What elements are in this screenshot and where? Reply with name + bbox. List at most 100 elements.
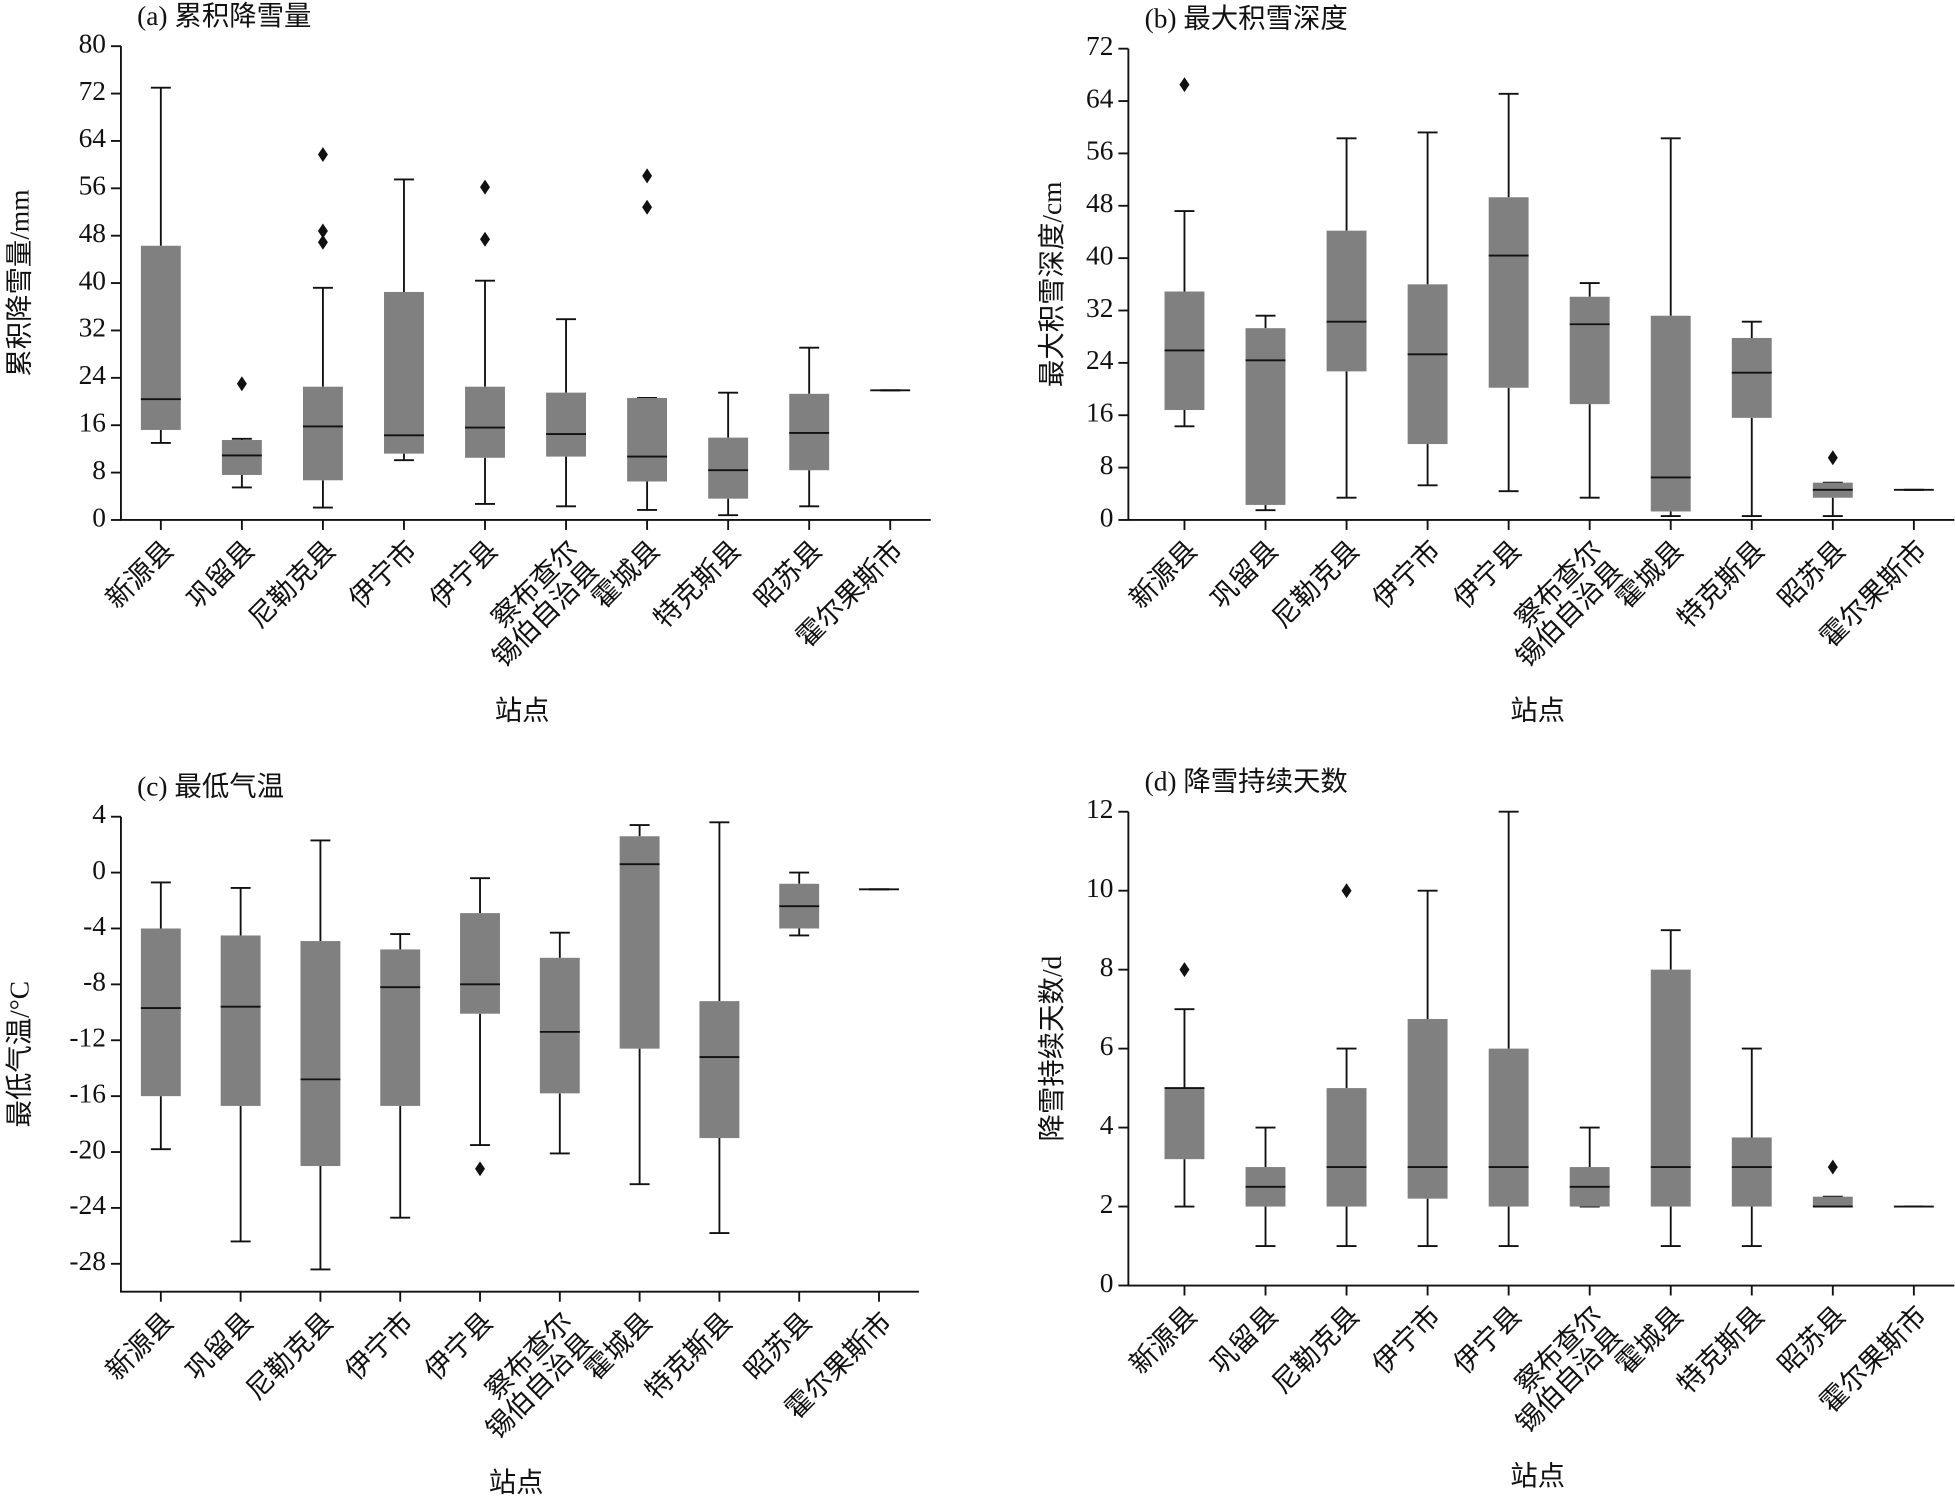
y-tick-label: -24: [69, 1190, 106, 1220]
x-axis-label: 站点: [1510, 1461, 1565, 1491]
y-tick-label: 0: [92, 502, 106, 532]
x-tick-label: 昭苏县: [1772, 1300, 1851, 1379]
box: [460, 913, 500, 1014]
panel: (c) 最低气温 -28 -24 -20 -16 -12 -8 -4 0 4 最低气温/°C 站点 新源…: [5, 772, 919, 1497]
box: [1407, 1019, 1448, 1199]
box: [539, 957, 580, 1094]
box: [1326, 230, 1367, 372]
x-tick-label: 尼勒克县: [1266, 1300, 1365, 1399]
y-tick-label: 64: [1086, 83, 1114, 113]
axes: [1127, 811, 1955, 1287]
y-tick-label: 56: [79, 171, 106, 201]
outlier: [317, 223, 328, 239]
y-tick-label: -20: [69, 1134, 106, 1164]
outlier: [480, 231, 490, 247]
box: [220, 935, 261, 1106]
y-tick-label: 16: [1086, 398, 1113, 428]
y-tick-label: 72: [1086, 31, 1113, 61]
box: [1650, 969, 1691, 1207]
y-tick-label: 8: [1100, 952, 1114, 982]
box: [619, 836, 660, 1049]
outlier: [642, 168, 653, 184]
x-tick-label: 新源县: [100, 1307, 179, 1386]
x-tick-label: 尼勒克县: [1266, 535, 1365, 634]
y-axis-label: 累积降雪量/mm: [5, 189, 35, 376]
x-tick-label: 尼勒克县: [240, 1307, 339, 1406]
y-tick-label: 0: [1100, 1268, 1114, 1298]
panel-title: (b) 最大积雪深度: [1145, 4, 1348, 34]
x-tick-label: 尼勒克县: [243, 535, 342, 634]
y-tick-label: 0: [92, 855, 106, 885]
box: [140, 928, 181, 1097]
y-tick-label: 72: [79, 76, 106, 106]
y-axis-label: 最低气温/°C: [5, 981, 35, 1127]
box: [1488, 1048, 1529, 1207]
box: [465, 386, 505, 458]
y-tick-label: 0: [1100, 502, 1114, 532]
outlier: [317, 147, 328, 163]
outlier: [1827, 450, 1838, 466]
x-tick-label: 巩留县: [1205, 535, 1284, 614]
outlier: [1179, 962, 1190, 978]
box: [1326, 1088, 1367, 1207]
x-tick-label: 特克斯县: [648, 535, 747, 634]
y-tick-label: 48: [79, 218, 106, 248]
panel: (a) 累积降雪量 0 8 16 24 32 40 48 56 64 72 80 累积降雪量/mm 站点 新…: [5, 1, 931, 726]
panel-title: (c) 最低气温: [137, 772, 284, 802]
y-tick-label: 6: [1100, 1031, 1114, 1061]
y-tick-label: -8: [83, 967, 106, 997]
box: [1488, 197, 1529, 388]
outlier: [1341, 883, 1352, 899]
x-tick-label: 巩留县: [1205, 1300, 1284, 1379]
y-tick-label: 40: [79, 265, 106, 295]
x-tick-label: 伊宁县: [1448, 1300, 1527, 1379]
x-axis-label: 站点: [495, 696, 550, 726]
y-tick-label: 32: [79, 313, 106, 343]
x-tick-label: 新源县: [1124, 535, 1203, 614]
x-tick-label: 特克斯县: [1672, 535, 1771, 634]
x-tick-label: 特克斯县: [639, 1307, 738, 1406]
x-tick-label: 新源县: [1124, 1300, 1203, 1379]
box: [1731, 337, 1772, 418]
y-tick-label: 4: [1100, 1110, 1114, 1140]
y-tick-label: 8: [92, 455, 106, 485]
x-tick-label: 昭苏县: [1772, 535, 1851, 614]
y-tick-label: -12: [69, 1023, 106, 1053]
x-tick-label: 伊宁市: [340, 1307, 419, 1386]
x-tick-label: 伊宁市: [1367, 535, 1446, 614]
box: [708, 437, 749, 499]
box: [1164, 1088, 1205, 1160]
box: [384, 291, 424, 454]
box: [380, 949, 421, 1106]
y-tick-label: -28: [69, 1246, 106, 1276]
panel: (b) 最大积雪深度 0 8 16 24 32 40 48 56 64 72 最大积雪深度/cm 站点 新…: [1037, 4, 1955, 726]
y-tick-label: 48: [1086, 188, 1113, 218]
x-axis-label: 站点: [489, 1467, 544, 1497]
panel-title: (d) 降雪持续天数: [1145, 767, 1348, 797]
y-tick-label: 64: [79, 123, 107, 153]
outlier: [236, 376, 247, 392]
box: [627, 397, 668, 482]
y-tick-label: 32: [1086, 293, 1113, 323]
y-tick-label: 4: [92, 799, 106, 829]
box: [1569, 296, 1610, 405]
x-tick-label: 特克斯县: [1672, 1300, 1771, 1399]
x-tick-label: 昭苏县: [739, 1307, 818, 1386]
box: [300, 941, 341, 1167]
y-tick-label: -4: [83, 911, 106, 941]
y-tick-label: 2: [1100, 1189, 1114, 1219]
outlier: [1179, 77, 1190, 93]
panel-title: (a) 累积降雪量: [137, 1, 311, 31]
box: [1245, 328, 1286, 505]
y-tick-label: 80: [79, 28, 106, 58]
y-tick-label: 12: [1086, 794, 1113, 824]
outlier: [642, 199, 653, 215]
y-tick-label: 40: [1086, 240, 1113, 270]
x-tick-label: 伊宁县: [1448, 535, 1527, 614]
box: [302, 386, 343, 481]
x-tick-label: 伊宁县: [419, 1307, 498, 1386]
box: [1812, 1196, 1853, 1207]
box: [699, 1001, 740, 1139]
box: [1731, 1137, 1772, 1207]
